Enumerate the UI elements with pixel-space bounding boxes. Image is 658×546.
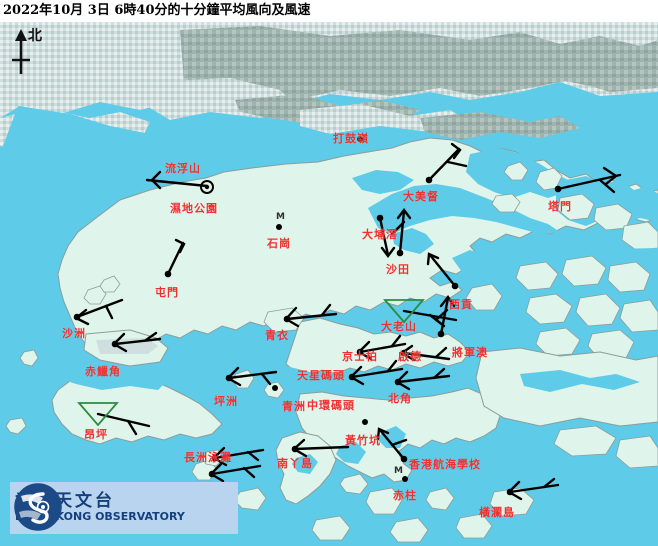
north-arrow-icon <box>12 29 30 74</box>
station-label-chek-lap-kok: 赤鱲角 <box>85 365 121 378</box>
station-label-shek-kong: 石崗 <box>267 237 291 250</box>
station-label-tuen-mun: 屯門 <box>155 286 179 299</box>
station-label-cheung-chau-beach: 長洲泳灘 <box>184 451 232 464</box>
station-label-ta-kwu-ling: 打鼓嶺 <box>333 132 369 145</box>
station-label-green-island: 青洲 <box>282 400 306 413</box>
station-label-stanley: 赤柱 <box>393 489 417 502</box>
map-geography <box>0 22 658 546</box>
gale-triangles <box>77 299 425 427</box>
station-label-lamma-island: 南丫島 <box>277 457 313 470</box>
station-label-waglan-island: 橫瀾島 <box>479 506 515 519</box>
north-arrow: 北 <box>4 26 62 78</box>
calm-marker-stanley: M <box>394 466 403 476</box>
station-label-kings-park: 京士柏 <box>342 350 378 363</box>
station-label-kai-tak: 啟德 <box>398 350 422 363</box>
station-label-wong-chuk-hang: 黃竹坑 <box>345 434 381 447</box>
station-label-wetland-park: 濕地公園 <box>170 202 218 215</box>
station-label-tai-mei-tuk: 大美督 <box>403 190 439 203</box>
station-label-north-point: 北角 <box>388 392 412 405</box>
station-dots <box>73 136 562 496</box>
station-label-ngong-ping: 昂坪 <box>84 428 108 441</box>
station-label-sha-chau: 沙洲 <box>62 327 86 340</box>
station-label-peng-chau: 坪洲 <box>214 395 238 408</box>
north-label: 北 <box>28 28 42 44</box>
station-label-hk-sea-school: 香港航海學校 <box>409 458 481 471</box>
station-label-lau-fau-shan: 流浮山 <box>165 162 201 175</box>
wind-barbs-layer <box>73 136 622 501</box>
station-label-central-pier: 中環碼頭 <box>307 399 355 412</box>
station-label-tsing-yi: 青衣 <box>265 329 289 342</box>
hko-emblem-icon <box>14 483 62 531</box>
calm-marker-shek-kong: M <box>276 212 285 222</box>
station-label-sai-kung: 西貢 <box>449 298 473 311</box>
station-label-tap-mun: 塔門 <box>548 200 572 213</box>
map-canvas[interactable]: 北 打鼓嶺 流浮山 濕地公園 石崗 大美督 塔門 大埔滘 沙田 屯門 西貢 沙洲… <box>0 22 658 546</box>
hko-logo-english: HONG KONG OBSERVATORY <box>15 510 185 524</box>
station-label-star-ferry: 天星碼頭 <box>297 369 345 382</box>
ringdot-marker-wetland-park <box>200 180 214 194</box>
hko-logo: 香港天文台 HONG KONG OBSERVATORY <box>10 482 238 534</box>
station-label-tseung-kwan-o: 將軍澳 <box>452 346 488 359</box>
page-title: 2022年10月 3日 6時40分的十分鐘平均風向及風速 <box>0 0 658 22</box>
station-label-sha-tin: 沙田 <box>386 263 410 276</box>
station-label-tai-po-kau: 大埔滘 <box>362 228 398 241</box>
station-label-tates-cairn: 大老山 <box>381 320 417 333</box>
